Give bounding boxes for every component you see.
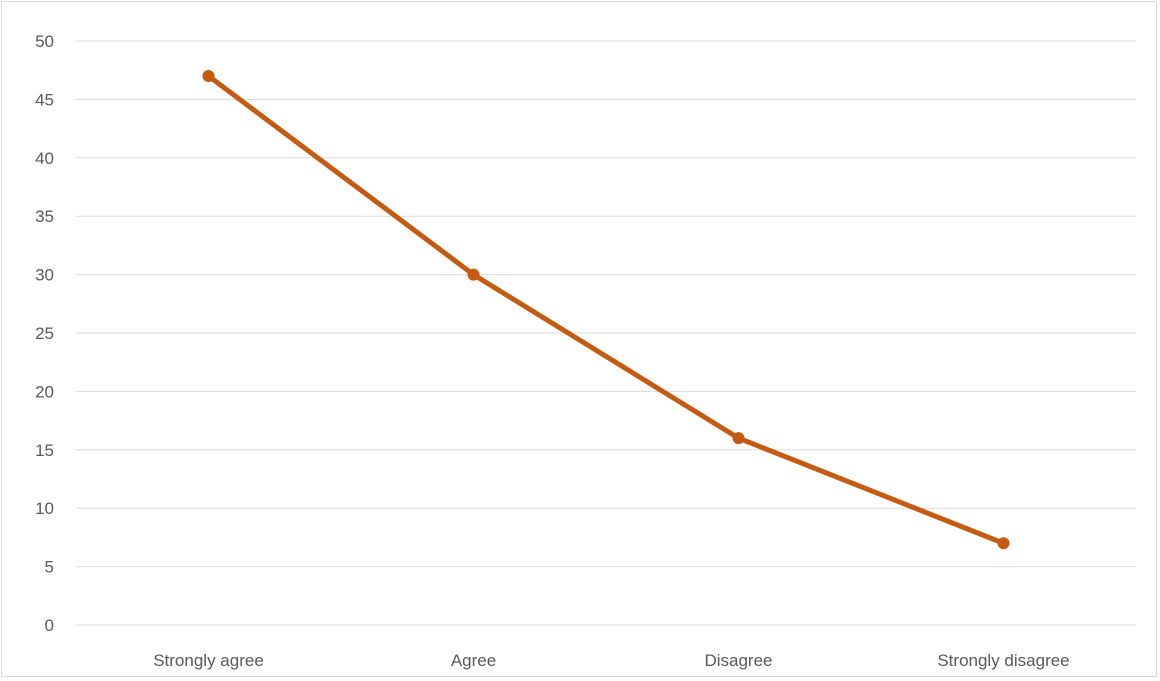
y-tick-label-10: 10 — [35, 499, 54, 518]
series-line-0 — [206, 73, 1006, 546]
x-tick-label-0: Strongly agree — [153, 651, 264, 670]
gridlines — [76, 40, 1136, 626]
y-tick-label-0: 0 — [45, 616, 54, 635]
data-point-0-3 — [997, 537, 1010, 550]
y-tick-label-25: 25 — [35, 324, 54, 343]
y-tick-label-45: 45 — [35, 90, 54, 109]
y-tick-label-15: 15 — [35, 441, 54, 460]
data-point-0-1 — [467, 268, 480, 281]
data-point-0-0 — [202, 70, 215, 83]
y-tick-label-35: 35 — [35, 207, 54, 226]
y-tick-label-50: 50 — [35, 32, 54, 51]
x-tick-label-1: Agree — [451, 651, 496, 670]
series-layer — [202, 70, 1010, 550]
data-point-0-2 — [732, 432, 745, 445]
y-tick-label-40: 40 — [35, 149, 54, 168]
y-tick-label-5: 5 — [45, 558, 54, 577]
x-axis-tick-labels: Strongly agree Agree Disagree Strongly disa… — [153, 651, 1069, 670]
y-axis-tick-labels: 0 5 10 15 20 25 30 35 40 45 50 — [35, 32, 54, 635]
x-tick-label-3: Strongly disagree — [937, 651, 1069, 670]
y-tick-label-30: 30 — [35, 266, 54, 285]
y-tick-label-20: 20 — [35, 382, 54, 401]
x-tick-label-2: Disagree — [704, 651, 772, 670]
